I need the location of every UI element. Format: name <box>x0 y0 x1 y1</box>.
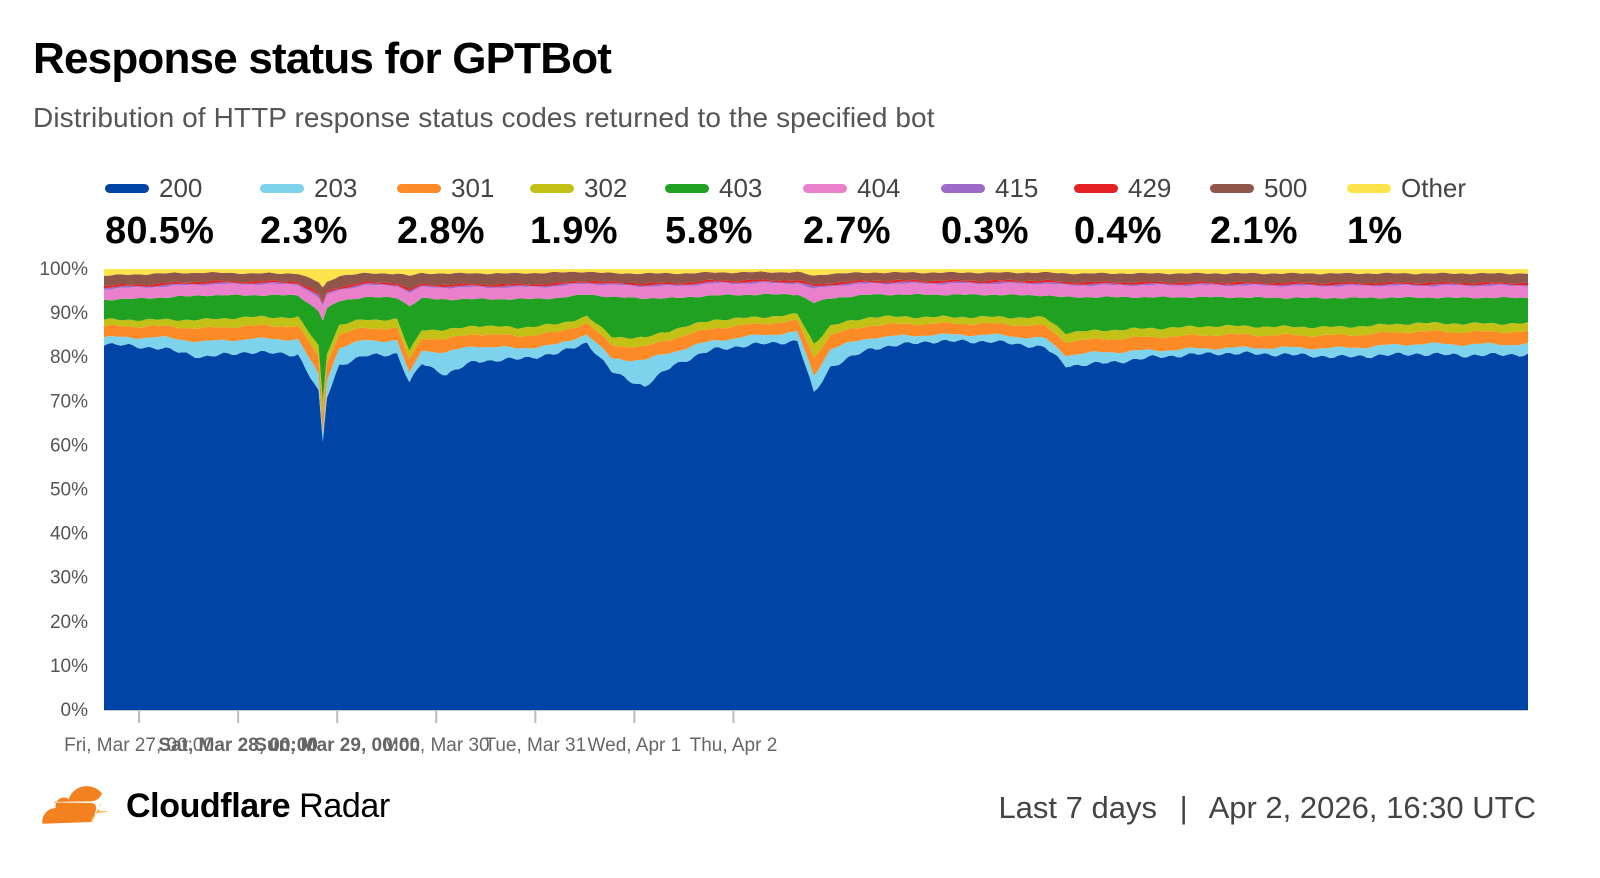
legend-label: 404 <box>857 172 901 203</box>
legend-label: 301 <box>451 172 495 203</box>
x-tick-label: Tue, Mar 31 <box>484 735 586 756</box>
legend-label: 429 <box>1128 172 1172 203</box>
legend-value: 1% <box>1347 210 1403 252</box>
legend-label: 302 <box>584 172 628 203</box>
series-area-500 <box>104 271 1528 302</box>
chart-title: Response status for GPTBot <box>33 34 612 83</box>
series-area-301 <box>104 319 1528 434</box>
legend-value: 2.7% <box>803 210 891 252</box>
legend-swatch <box>260 183 304 193</box>
y-tick-label: 0% <box>61 700 89 721</box>
x-tick-label: Sat, Mar 28, 00:00 <box>158 735 317 756</box>
legend-label: Other <box>1401 172 1467 203</box>
legend-swatch <box>397 183 441 193</box>
legend-swatch <box>665 183 709 193</box>
legend-item-403[interactable]: 403 5.8% <box>665 172 762 253</box>
timestamp: Apr 2, 2026, 16:30 UTC <box>1208 790 1536 825</box>
legend-item-404[interactable]: 404 2.7% <box>803 172 900 253</box>
legend-swatch <box>941 183 985 193</box>
legend-value: 2.3% <box>260 210 348 252</box>
x-tick-label: Thu, Apr 2 <box>690 735 778 756</box>
y-axis: 0% 10% 20% 30% 40% 50% 60% 70% 80% 90% 100% <box>39 259 88 721</box>
y-tick-label: 10% <box>50 656 88 677</box>
x-tick-label: Fri, Mar 27, 00:00 <box>64 735 214 756</box>
legend-label: 203 <box>314 172 358 203</box>
legend-swatch <box>803 183 847 193</box>
legend-value: 0.4% <box>1074 210 1162 252</box>
legend-value: 80.5% <box>105 210 215 252</box>
legend-item-415[interactable]: 415 0.3% <box>941 172 1038 253</box>
footer-info: Last 7 days | Apr 2, 2026, 16:30 UTC <box>998 790 1536 826</box>
series-area-other <box>104 269 1528 288</box>
legend-item-302[interactable]: 302 1.9% <box>530 172 627 253</box>
legend-swatch <box>1210 183 1254 193</box>
series-area-203 <box>104 331 1528 442</box>
y-tick-label: 30% <box>50 568 88 589</box>
legend-label: 200 <box>159 172 203 203</box>
cloudflare-logo-icon <box>42 786 109 824</box>
legend-value: 0.3% <box>941 210 1029 252</box>
series-area-302 <box>104 313 1528 415</box>
chart-subtitle: Distribution of HTTP response status cod… <box>33 102 935 133</box>
legend-value: 5.8% <box>665 210 753 252</box>
legend-value: 2.8% <box>397 210 485 252</box>
y-tick-label: 90% <box>50 303 88 324</box>
y-tick-label: 60% <box>50 435 88 456</box>
legend-item-other[interactable]: Other 1% <box>1347 172 1466 253</box>
series-area-404 <box>104 282 1528 321</box>
series-group <box>104 269 1528 710</box>
legend-item-301[interactable]: 301 2.8% <box>397 172 494 253</box>
series-area-200 <box>104 339 1528 710</box>
brand-name: Cloudflare Radar <box>126 787 390 826</box>
y-tick-label: 70% <box>50 391 88 412</box>
x-tick-label: Sun, Mar 29, 00:00 <box>254 735 420 756</box>
legend-swatch <box>1074 183 1118 193</box>
y-tick-label: 100% <box>39 259 88 280</box>
legend-swatch <box>105 183 149 193</box>
series-area-403 <box>104 293 1528 401</box>
legend-item-429[interactable]: 429 0.4% <box>1074 172 1171 253</box>
brand-product: Radar <box>299 786 390 825</box>
legend-label: 415 <box>995 172 1039 203</box>
y-tick-label: 80% <box>50 347 88 368</box>
legend-item-203[interactable]: 203 2.3% <box>260 172 357 253</box>
brand: Cloudflare Radar <box>30 786 390 826</box>
series-area-429 <box>104 279 1528 304</box>
time-range: Last 7 days <box>998 790 1157 825</box>
legend-label: 500 <box>1264 172 1308 203</box>
legend-value: 2.1% <box>1210 210 1298 252</box>
legend-label: 403 <box>719 172 763 203</box>
y-tick-label: 40% <box>50 524 88 545</box>
legend-swatch <box>530 183 574 193</box>
x-tick-label: Mon, Mar 30 <box>383 735 490 756</box>
x-tick-label: Wed, Apr 1 <box>588 735 682 756</box>
footer-separator: | <box>1179 790 1188 825</box>
brand-company: Cloudflare <box>126 786 291 825</box>
legend-item-500[interactable]: 500 2.1% <box>1210 172 1307 253</box>
legend-swatch <box>1347 183 1391 193</box>
y-tick-label: 20% <box>50 612 88 633</box>
y-tick-label: 50% <box>50 480 88 501</box>
legend-value: 1.9% <box>530 210 618 252</box>
legend-item-200[interactable]: 200 80.5% <box>105 172 214 253</box>
